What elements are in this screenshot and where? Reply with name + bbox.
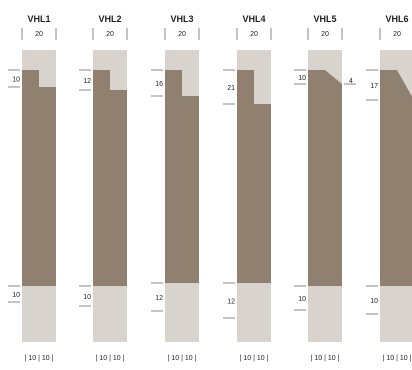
frame-top — [165, 50, 199, 70]
profile-body — [308, 70, 342, 286]
profile-body — [93, 70, 127, 286]
bottom-width-dimensions: | 10 | 10 | — [25, 355, 54, 362]
width-dimension: 20 — [321, 31, 329, 38]
bottom-width-dimensions: | 10 | 10 | — [168, 355, 197, 362]
profile-title: VHL3 — [170, 14, 193, 24]
frame-bottom-notch — [237, 283, 271, 342]
top-dimension: 10 — [12, 77, 20, 84]
profile-body — [380, 70, 412, 286]
top-dimension: 16 — [155, 81, 163, 88]
bottom-width-dimensions: | 10 | 10 | — [383, 355, 412, 362]
profile-title: VHL6 — [385, 14, 408, 24]
frame-top — [308, 50, 342, 70]
width-dimension: 20 — [35, 31, 43, 38]
bottom-width-dimensions: | 10 | 10 | — [311, 355, 340, 362]
profile-title: VHL4 — [242, 14, 265, 24]
bottom-dimension: 10 — [83, 294, 91, 301]
profile-title: VHL1 — [27, 14, 50, 24]
profile-body — [237, 70, 271, 283]
frame-bottom-notch — [22, 286, 56, 342]
frame-bottom-notch — [165, 283, 199, 342]
bottom-dimension: 12 — [155, 295, 163, 302]
top-dimension: 17 — [370, 83, 378, 90]
frame-top — [22, 50, 56, 70]
frame-bottom-notch — [308, 286, 342, 342]
width-dimension: 20 — [106, 31, 114, 38]
bottom-dimension: 10 — [298, 296, 306, 303]
profile-title: VHL5 — [313, 14, 336, 24]
width-dimension: 20 — [178, 31, 186, 38]
frame-top — [380, 50, 412, 70]
frame-bottom-notch — [380, 286, 412, 342]
profile-title: VHL2 — [98, 14, 121, 24]
frame-top — [237, 50, 271, 70]
width-dimension: 20 — [250, 31, 258, 38]
profile-body — [165, 70, 199, 283]
frame-top — [93, 50, 127, 70]
top-dimension: 12 — [83, 78, 91, 85]
top-dimension: 10 — [298, 75, 306, 82]
frame-bottom-notch — [93, 286, 127, 342]
profile-body — [22, 70, 56, 286]
bottom-dimension: 12 — [227, 299, 235, 306]
rebate-dimension: 4 — [349, 78, 353, 85]
top-dimension: 21 — [227, 85, 235, 92]
bottom-dimension: 10 — [370, 298, 378, 305]
bottom-width-dimensions: | 10 | 10 | — [96, 355, 125, 362]
bottom-dimension: 10 — [12, 292, 20, 299]
width-dimension: 20 — [393, 31, 401, 38]
bottom-width-dimensions: | 10 | 10 | — [240, 355, 269, 362]
